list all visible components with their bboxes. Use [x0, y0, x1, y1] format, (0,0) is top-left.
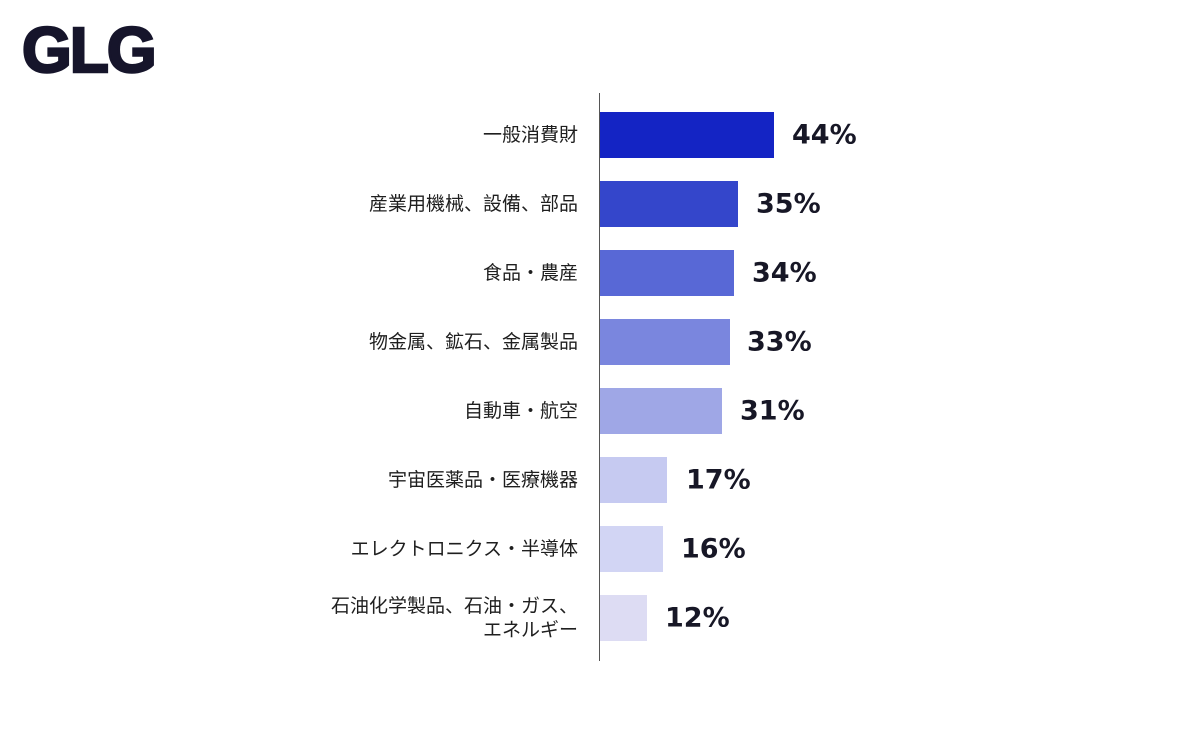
bar	[600, 250, 734, 296]
bar	[600, 595, 647, 641]
value-label: 31%	[740, 395, 805, 427]
value-label: 35%	[756, 188, 821, 220]
bar-row-industrial-machinery: 産業用機械、設備、部品 35%	[0, 181, 1200, 227]
glg-logo: GLG	[21, 14, 158, 86]
bar	[600, 319, 730, 365]
category-label: 石油化学製品、石油・ガス、 エネルギー	[330, 595, 578, 641]
value-label: 34%	[752, 257, 817, 289]
category-label: 産業用機械、設備、部品	[368, 193, 578, 215]
category-label: エレクトロニクス・半導体	[350, 538, 578, 560]
bar-row-electronics-semiconductors: エレクトロニクス・半導体 16%	[0, 526, 1200, 572]
bar	[600, 112, 774, 158]
bar-row-petrochemicals-energy: 石油化学製品、石油・ガス、 エネルギー 12%	[0, 595, 1200, 641]
value-label: 17%	[686, 464, 751, 496]
bar-row-consumer-goods: 一般消費財 44%	[0, 112, 1200, 158]
bar	[600, 181, 738, 227]
value-label: 12%	[665, 602, 730, 634]
category-label: 宇宙医薬品・医療機器	[387, 469, 578, 491]
y-axis-line	[599, 93, 600, 661]
bar-row-metals-minerals: 物金属、鉱石、金属製品 33%	[0, 319, 1200, 365]
bar-row-automotive-aviation: 自動車・航空 31%	[0, 388, 1200, 434]
value-label: 44%	[792, 119, 857, 151]
value-label: 16%	[681, 533, 746, 565]
bar	[600, 457, 667, 503]
value-label: 33%	[747, 326, 812, 358]
bar	[600, 388, 722, 434]
category-label: 食品・農産	[482, 262, 578, 284]
bar-row-pharma-medical: 宇宙医薬品・医療機器 17%	[0, 457, 1200, 503]
category-label: 一般消費財	[482, 124, 578, 146]
bar	[600, 526, 663, 572]
bar-row-food-agriculture: 食品・農産 34%	[0, 250, 1200, 296]
category-label: 物金属、鉱石、金属製品	[368, 331, 578, 353]
category-label: 自動車・航空	[463, 400, 578, 422]
